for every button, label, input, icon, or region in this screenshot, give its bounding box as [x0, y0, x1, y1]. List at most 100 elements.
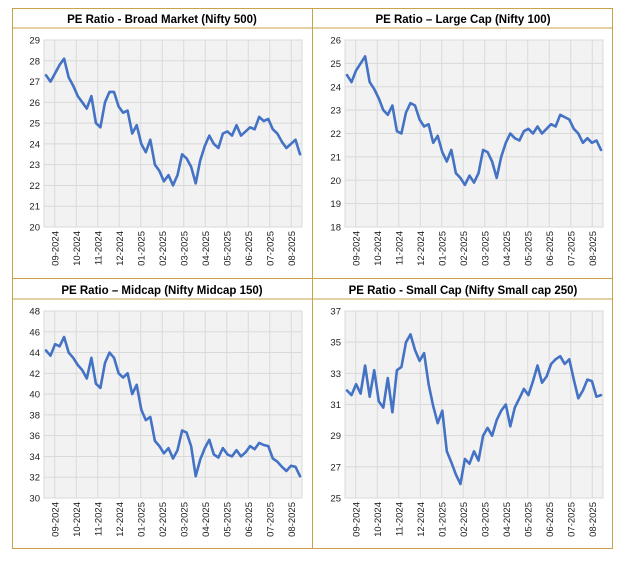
y-tick-label: 40: [29, 390, 40, 401]
y-tick-label: 21: [29, 202, 40, 213]
chart-title: PE Ratio – Large Cap (Nifty 100): [375, 14, 550, 26]
x-tick-label: 04-2025: [502, 502, 513, 537]
y-tick-label: 20: [29, 223, 40, 234]
x-tick-label: 05-2025: [222, 502, 233, 537]
y-tick-label: 36: [29, 431, 40, 442]
y-tick-label: 42: [29, 369, 40, 380]
y-tick-label: 26: [29, 98, 40, 109]
x-tick-label: 06-2025: [244, 502, 255, 537]
chart-grid: PE Ratio - Broad Market (Nifty 500) 20 21 2…: [12, 8, 613, 549]
y-tick-label: 25: [330, 494, 341, 505]
chart-title: PE Ratio – Midcap (Nifty Midcap 150): [61, 285, 262, 297]
x-tick-label: 03-2025: [179, 502, 190, 537]
chart-panel-broad-market: PE Ratio - Broad Market (Nifty 500) 20 21 2…: [12, 8, 312, 278]
y-tick-label: 22: [29, 181, 40, 192]
y-tick-label: 31: [330, 400, 341, 411]
y-tick-label: 20: [330, 176, 341, 187]
x-tick-label: 11-2024: [93, 502, 104, 536]
x-tick-label: 06-2025: [545, 231, 556, 266]
x-tick-label: 02-2025: [459, 502, 470, 537]
series-line: [44, 335, 302, 478]
x-tick-label: 10-2024: [72, 502, 83, 537]
series-line: [345, 333, 603, 486]
x-tick-label: 03-2025: [179, 231, 190, 266]
y-tick-label: 23: [330, 106, 341, 117]
series-line: [345, 55, 603, 187]
y-tick-label: 28: [29, 56, 40, 67]
pe-chart-small-cap: PE Ratio - Small Cap (Nifty Small cap 25…: [313, 285, 613, 537]
y-tick-label: 38: [29, 410, 40, 421]
x-tick-label: 04-2025: [201, 231, 212, 266]
x-tick-label: 05-2025: [523, 502, 534, 537]
y-tick-label: 48: [29, 307, 40, 318]
chart-panel-midcap: PE Ratio – Midcap (Nifty Midcap 150) 30 32…: [12, 279, 312, 549]
x-tick-label: 12-2024: [416, 231, 427, 266]
horizontal-divider: [12, 278, 613, 279]
chart-title: PE Ratio - Small Cap (Nifty Small cap 25…: [349, 285, 578, 297]
x-tick-label: 09-2024: [351, 231, 362, 266]
chart-panel-small-cap: PE Ratio - Small Cap (Nifty Small cap 25…: [313, 279, 613, 549]
y-tick-label: 29: [29, 36, 40, 47]
pe-chart-midcap: PE Ratio – Midcap (Nifty Midcap 150) 30 32…: [12, 285, 312, 537]
y-tick-label: 25: [330, 59, 341, 70]
y-tick-label: 27: [29, 77, 40, 88]
x-tick-label: 10-2024: [72, 231, 83, 266]
x-tick-label: 11-2024: [93, 231, 104, 265]
x-tick-label: 06-2025: [244, 231, 255, 266]
chart-panel-large-cap: PE Ratio – Large Cap (Nifty 100) 18 19 20 21…: [313, 8, 613, 278]
y-tick-label: 30: [29, 494, 40, 505]
y-tick-label: 27: [330, 462, 341, 473]
x-tick-label: 04-2025: [502, 231, 513, 266]
y-tick-label: 24: [330, 82, 341, 93]
x-tick-label: 03-2025: [480, 502, 491, 537]
x-tick-label: 01-2025: [136, 502, 147, 537]
x-tick-label: 08-2025: [287, 502, 298, 537]
x-tick-label: 09-2024: [50, 502, 61, 537]
x-tick-label: 11-2024: [394, 231, 405, 265]
x-tick-label: 08-2025: [588, 502, 599, 537]
plot-area: [43, 39, 303, 228]
y-tick-label: 26: [330, 36, 341, 47]
y-tick-label: 33: [330, 369, 341, 380]
x-tick-label: 01-2025: [437, 231, 448, 266]
plot-area: [43, 310, 303, 499]
x-tick-label: 11-2024: [394, 502, 405, 536]
y-tick-label: 25: [29, 119, 40, 130]
x-tick-label: 09-2024: [351, 502, 362, 537]
series-line: [44, 57, 302, 187]
x-tick-label: 07-2025: [265, 502, 276, 537]
x-tick-label: 12-2024: [115, 502, 126, 537]
x-tick-label: 07-2025: [566, 231, 577, 266]
x-tick-label: 08-2025: [287, 231, 298, 266]
y-tick-label: 23: [29, 160, 40, 171]
x-tick-label: 10-2024: [373, 231, 384, 266]
y-tick-label: 29: [330, 431, 341, 442]
y-tick-label: 34: [29, 452, 40, 463]
y-tick-label: 37: [330, 307, 341, 318]
x-tick-label: 04-2025: [201, 502, 212, 537]
chart-title: PE Ratio - Broad Market (Nifty 500): [67, 14, 257, 26]
y-tick-label: 18: [330, 223, 341, 234]
x-tick-label: 01-2025: [437, 502, 448, 537]
x-tick-label: 05-2025: [222, 231, 233, 266]
y-tick-label: 19: [330, 199, 341, 210]
y-tick-label: 22: [330, 129, 341, 140]
x-tick-label: 08-2025: [588, 231, 599, 266]
x-tick-label: 09-2024: [50, 231, 61, 266]
x-tick-label: 10-2024: [373, 502, 384, 537]
x-tick-label: 06-2025: [545, 502, 556, 537]
x-tick-label: 12-2024: [115, 231, 126, 266]
x-tick-label: 02-2025: [158, 231, 169, 266]
pe-chart-large-cap: PE Ratio – Large Cap (Nifty 100) 18 19 20 21…: [313, 14, 613, 266]
x-tick-label: 02-2025: [459, 231, 470, 266]
x-tick-label: 05-2025: [523, 231, 534, 266]
x-tick-label: 07-2025: [265, 231, 276, 266]
pe-chart-broad-market: PE Ratio - Broad Market (Nifty 500) 20 21 2…: [12, 14, 312, 266]
y-tick-label: 35: [330, 338, 341, 349]
x-tick-label: 07-2025: [566, 502, 577, 537]
x-tick-label: 02-2025: [158, 502, 169, 537]
x-tick-label: 03-2025: [480, 231, 491, 266]
y-tick-label: 46: [29, 327, 40, 338]
y-tick-label: 24: [29, 139, 40, 150]
y-tick-label: 21: [330, 152, 341, 163]
